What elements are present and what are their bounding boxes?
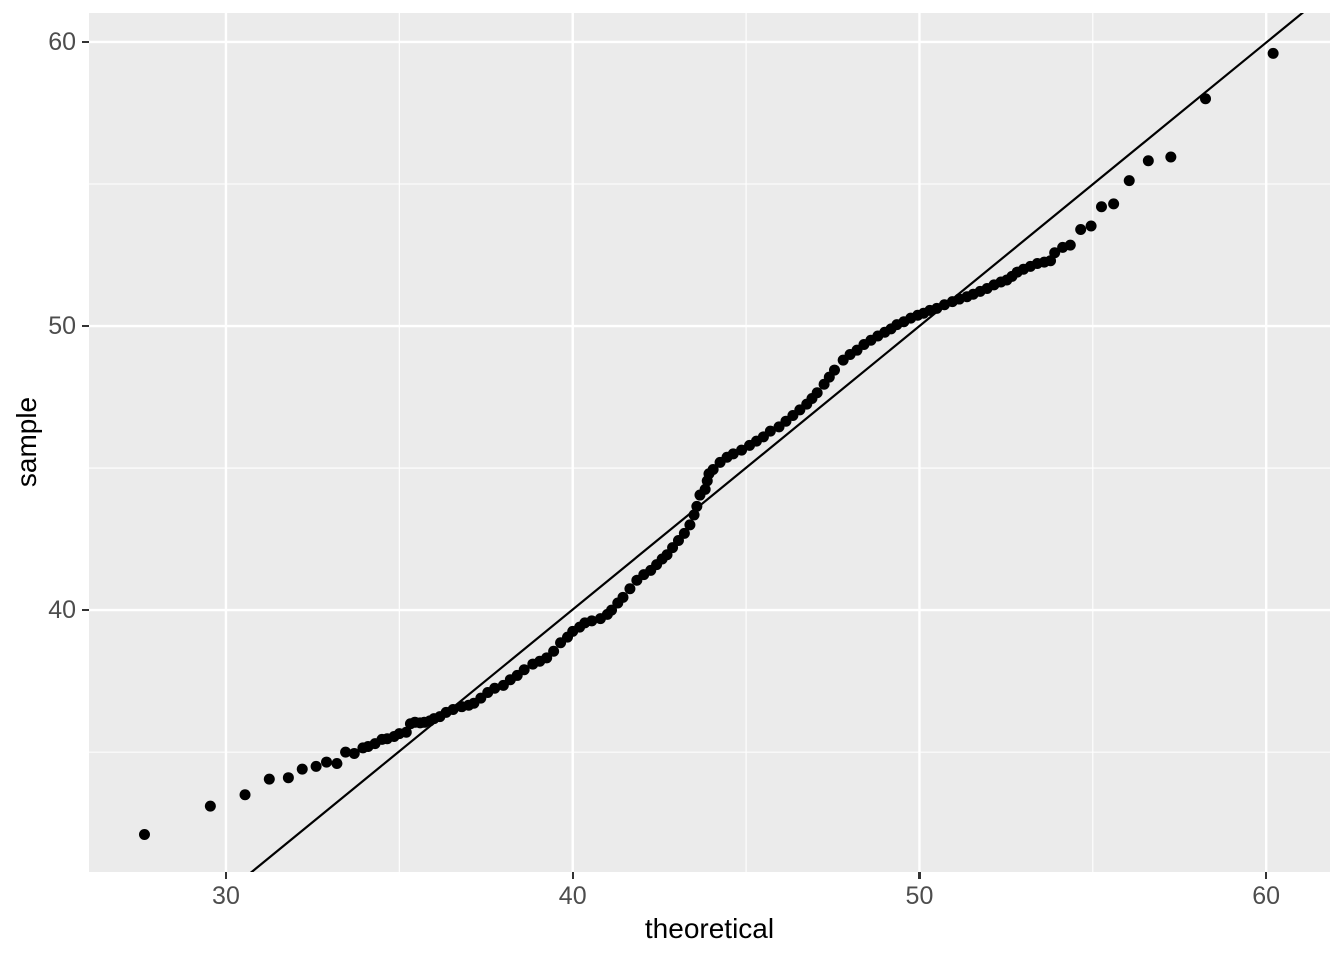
data-point <box>321 756 333 768</box>
data-point <box>1085 220 1097 232</box>
data-point <box>263 773 275 785</box>
data-point <box>624 583 636 595</box>
data-point <box>1142 155 1154 167</box>
y-tick-mark <box>82 324 89 328</box>
data-point <box>489 682 501 694</box>
data-point <box>1075 223 1087 235</box>
data-point <box>1165 151 1177 163</box>
data-point <box>1064 239 1076 251</box>
data-point <box>331 757 343 769</box>
panel-background <box>89 13 1330 872</box>
data-point <box>282 772 294 784</box>
data-point <box>707 463 719 475</box>
data-point <box>617 591 629 603</box>
y-tick-mark <box>82 608 89 612</box>
data-point <box>606 604 618 616</box>
x-axis-title: theoretical <box>644 913 775 944</box>
y-tick-label: 40 <box>48 596 76 625</box>
data-point <box>340 746 352 758</box>
x-tick-label: 40 <box>558 882 587 910</box>
data-point <box>1123 175 1135 187</box>
data-point <box>1108 198 1120 210</box>
data-point <box>400 726 412 738</box>
data-point <box>684 519 696 531</box>
data-point <box>811 387 823 399</box>
x-tick-mark <box>918 872 921 879</box>
y-tick-label: 60 <box>48 27 76 56</box>
data-point <box>699 483 711 495</box>
data-point <box>204 800 216 812</box>
data-point <box>518 664 530 676</box>
data-point <box>1095 201 1107 213</box>
data-point <box>678 527 690 539</box>
x-tick-mark <box>224 872 228 879</box>
data-point <box>548 645 560 657</box>
x-tick-label: 50 <box>905 882 934 910</box>
data-point <box>138 829 150 841</box>
data-point <box>1200 93 1212 105</box>
data-point <box>296 763 308 775</box>
x-tick-label: 60 <box>1252 882 1281 910</box>
data-point <box>764 425 776 437</box>
data-point <box>541 652 553 664</box>
plot-canvas <box>89 13 1330 872</box>
y-tick-label: 50 <box>48 312 76 341</box>
data-point <box>829 364 841 376</box>
y-axis-title: sample <box>11 396 42 488</box>
qq-reference-line <box>249 13 1305 872</box>
plot-panel <box>89 13 1330 872</box>
data-point <box>688 509 700 521</box>
x-tick-label: 30 <box>212 882 240 910</box>
y-tick-mark <box>82 40 89 44</box>
data-point <box>691 500 703 512</box>
data-point <box>239 789 251 801</box>
data-point <box>727 448 739 460</box>
data-point <box>736 444 748 456</box>
data-point <box>1267 47 1279 59</box>
x-tick-mark <box>1264 872 1268 879</box>
data-point <box>447 704 459 716</box>
x-tick-mark <box>571 872 574 879</box>
data-point <box>1049 247 1061 259</box>
data-point <box>586 615 598 627</box>
data-point <box>310 760 322 772</box>
data-point <box>348 748 360 760</box>
